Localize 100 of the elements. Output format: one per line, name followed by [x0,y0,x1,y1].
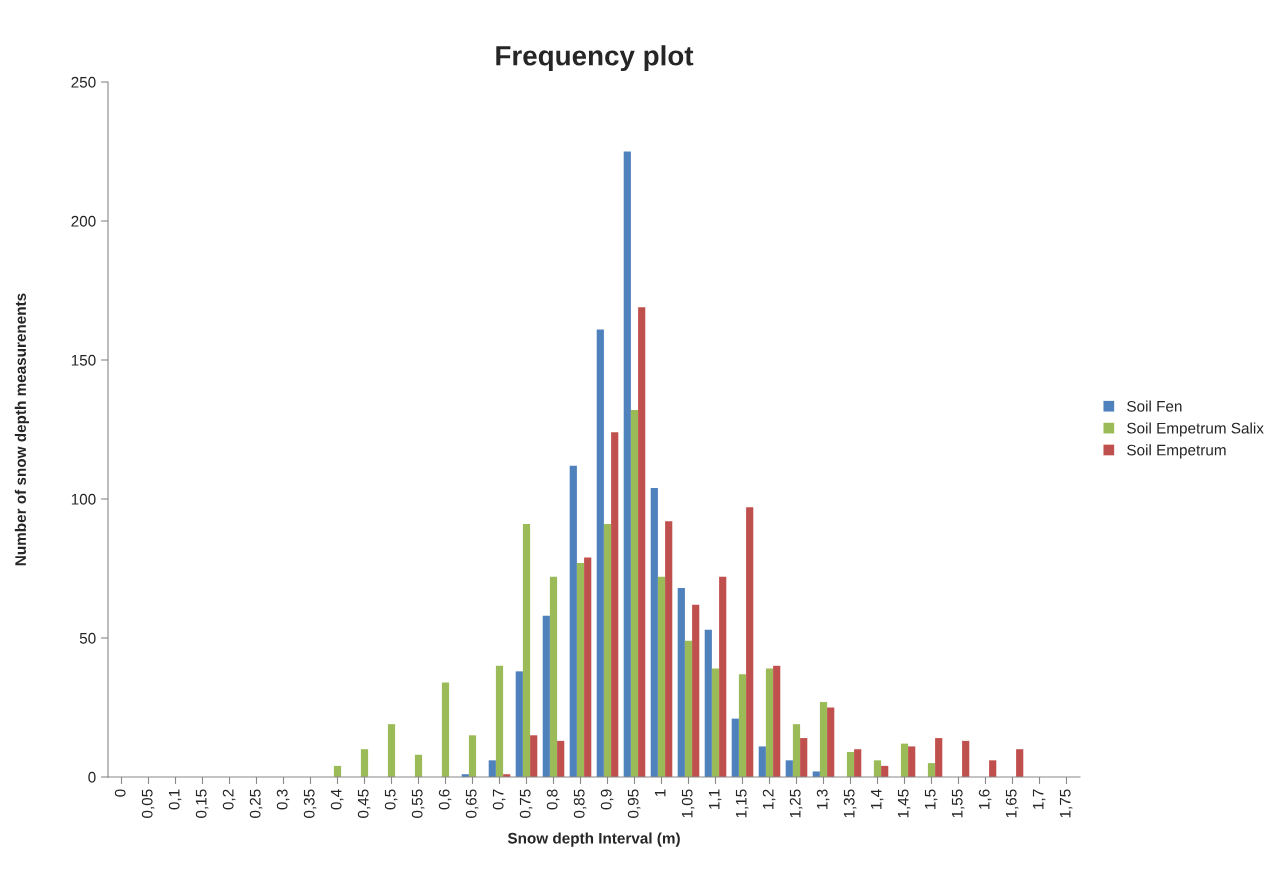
y-axis-title: Number of snow depth measurenents [14,293,30,566]
x-tick-label: 1,25 [789,789,803,818]
bar [927,763,936,777]
bar [468,735,477,777]
y-tick-label: 50 [79,632,96,644]
bar [522,524,531,777]
bar [1016,749,1024,777]
bar [650,487,658,777]
x-tick-label: 0,95 [627,789,641,818]
bar [746,507,754,777]
x-tick-label: 0,8 [546,789,560,810]
bar [677,587,685,777]
x-tick-label: 0,75 [519,789,533,818]
bar [657,576,666,777]
bar [792,724,801,777]
x-tick-label: 1,45 [897,789,911,818]
x-tick-label: 0,3 [276,789,290,810]
bar [530,735,538,777]
bar [785,760,793,777]
bar [692,604,700,777]
x-tick-label: 0,7 [492,789,506,810]
bar [665,521,673,777]
x-tick-label: 1,7 [1032,789,1046,809]
x-tick-label: 0,45 [357,789,371,818]
bar [684,640,693,777]
bar [704,629,712,777]
bar [557,740,565,777]
bar [765,668,774,777]
x-tick-label: 1,55 [951,789,965,818]
bar [900,743,909,777]
x-tick-label: 0,85 [573,789,587,818]
x-tick-label: 0,4 [330,789,344,810]
bar [638,307,646,777]
x-tick-label: 0,5 [384,789,398,810]
bar [549,576,558,777]
x-tick-label: 0 [114,789,126,797]
bar [542,615,550,777]
x-tick-label: 0,35 [303,789,317,818]
x-tick-label: 0,65 [465,789,479,818]
x-tick-label: 1,65 [1005,789,1019,818]
x-tick-label: 1,35 [843,789,857,818]
bar [854,749,862,777]
bar [819,701,828,777]
x-tick-label: 1,6 [978,789,992,809]
bar [515,671,523,777]
bar [711,668,720,777]
x-tick-label: 0,2 [222,789,236,810]
x-tick-label: 1,5 [924,789,938,809]
bar [603,524,612,777]
x-tick-label: 1,05 [681,789,695,818]
x-tick-label: 0,6 [438,789,452,810]
bar [800,738,808,777]
bar [989,760,997,777]
y-tick-label: 100 [71,493,96,505]
x-tick-label: 1 [654,789,666,797]
bar [488,760,496,777]
legend-label: Soil Empetrum [1127,444,1226,459]
x-tick-label: 1,4 [870,789,884,809]
x-tick-label: 0,55 [411,789,425,818]
bar [827,707,835,777]
y-tick-label: 200 [71,215,96,227]
x-tick-label: 1,3 [816,789,830,809]
x-tick-label: 0,25 [249,789,263,818]
bar [731,718,739,777]
bar [773,665,781,777]
bar [495,665,504,777]
x-tick-label: 0,15 [195,789,209,818]
x-tick-label: 0,9 [600,789,614,810]
x-axis-title: Snow depth Interval (m) [507,832,680,847]
bar [738,674,747,777]
bar [414,754,423,777]
x-tick-label: 1,1 [708,789,722,809]
x-tick-label: 1,15 [735,789,749,818]
bar [758,746,766,777]
y-tick-label: 150 [71,354,96,366]
bar [935,738,943,777]
x-tick-label: 1,2 [762,789,776,809]
y-tick-label: 0 [88,771,96,783]
bar [360,749,369,777]
bar [576,562,585,777]
bar [441,682,450,777]
bar [387,724,396,777]
bar [962,740,970,777]
legend-label: Soil Fen [1127,400,1182,412]
bar [719,576,727,777]
bar [569,465,577,777]
bar [630,410,639,777]
chart-title: Frequency plot [496,45,694,72]
bar [908,746,916,777]
bar [846,751,855,777]
legend-label: Soil Empetrum Salix [1127,422,1264,437]
bar [873,760,882,777]
bar [611,432,619,777]
bar [584,557,592,777]
x-tick-label: 0,05 [141,789,155,818]
bar [623,151,631,777]
y-tick-label: 250 [71,76,96,88]
x-tick-label: 0,1 [168,789,182,810]
x-tick-label: 1,75 [1059,789,1073,818]
bar [596,329,604,777]
